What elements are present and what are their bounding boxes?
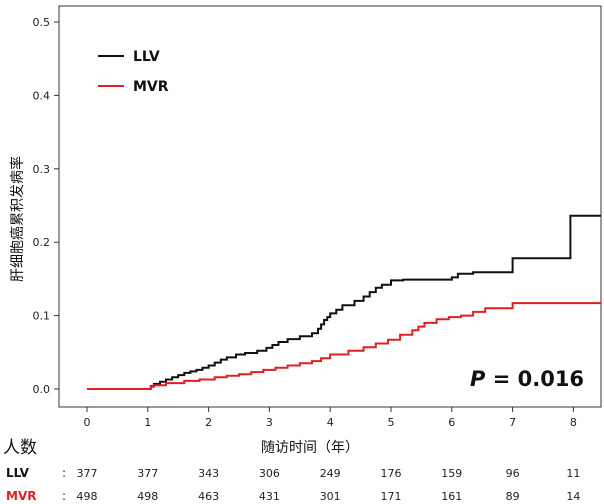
x-tick-label: 1: [144, 416, 151, 429]
y-tick-label: 0.4: [33, 89, 51, 102]
legend-label-llv: LLV: [133, 49, 160, 65]
p-value-annotation: P = 0.016: [470, 367, 584, 391]
risk-row-label-llv: LLV: [6, 466, 30, 480]
y-axis: 0.0 0.1 0.2 0.3 0.4 0.5: [33, 16, 59, 396]
risk-value: 498: [137, 490, 158, 503]
risk-value: 11: [566, 467, 580, 480]
risk-value: 498: [77, 490, 98, 503]
x-tick-label: 4: [327, 416, 334, 429]
risk-value: 14: [566, 490, 580, 503]
x-tick-label: 5: [388, 416, 395, 429]
risk-value: 161: [441, 490, 462, 503]
x-axis-label: 随访时间（年）: [261, 440, 359, 456]
x-tick-label: 3: [266, 416, 273, 429]
risk-table-title: 人数: [3, 438, 37, 458]
p-symbol: P: [470, 367, 486, 391]
y-tick-label: 0.5: [33, 16, 51, 29]
risk-value: 89: [506, 490, 520, 503]
x-tick-label: 6: [448, 416, 455, 429]
x-tick-label: 8: [570, 416, 577, 429]
legend-label-mvr: MVR: [133, 79, 169, 95]
x-axis: 0 1 2 3 4 5 6 7 8: [84, 407, 577, 429]
risk-row-label-mvr: MVR: [6, 489, 36, 503]
risk-value: 377: [137, 467, 158, 480]
x-tick-label: 2: [205, 416, 212, 429]
risk-value: 249: [320, 467, 341, 480]
risk-value: 176: [381, 467, 402, 480]
x-tick-label: 0: [84, 416, 91, 429]
risk-row-separator: :: [62, 466, 66, 480]
risk-value: 159: [441, 467, 462, 480]
series-line-llv: [87, 214, 601, 390]
risk-value: 306: [259, 467, 280, 480]
curves: [87, 214, 601, 390]
y-tick-label: 0.3: [33, 163, 51, 176]
risk-row-separator: :: [62, 489, 66, 503]
x-tick-label: 7: [509, 416, 516, 429]
risk-value: 343: [198, 467, 219, 480]
risk-value: 377: [77, 467, 98, 480]
y-axis-label: 肝细胞癌累积发病率: [9, 156, 26, 282]
legend: LLV MVR: [98, 49, 169, 95]
plot-frame: [58, 5, 602, 408]
risk-value: 96: [506, 467, 520, 480]
y-tick-label: 0.2: [33, 236, 51, 249]
risk-value: 463: [198, 490, 219, 503]
risk-value: 301: [320, 490, 341, 503]
series-line-mvr: [87, 302, 601, 390]
y-tick-label: 0.0: [33, 383, 51, 396]
risk-value: 431: [259, 490, 280, 503]
risk-value: 171: [381, 490, 402, 503]
y-tick-label: 0.1: [33, 310, 51, 323]
p-value-text: = 0.016: [485, 367, 584, 391]
